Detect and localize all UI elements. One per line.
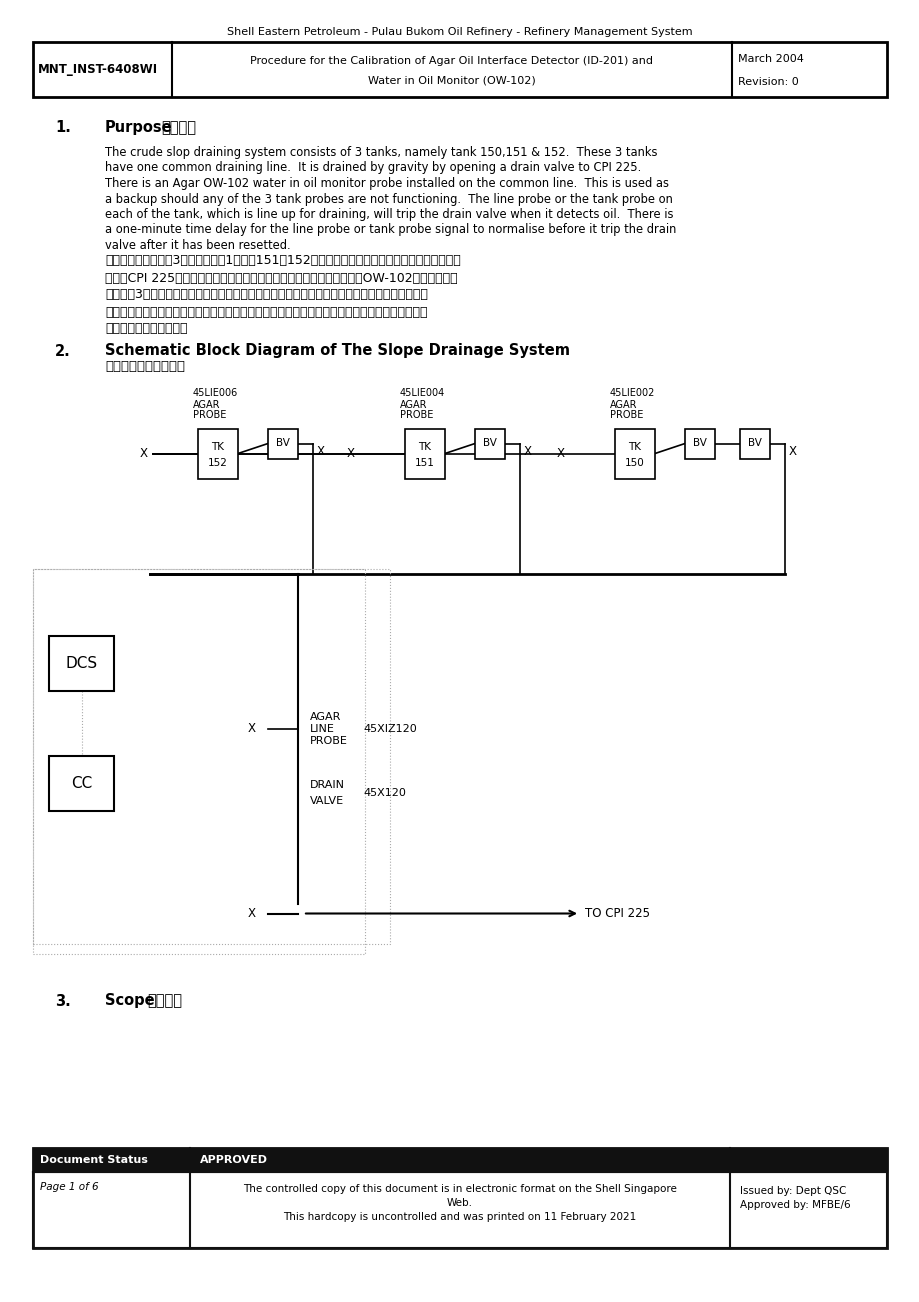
Text: 45XIZ120: 45XIZ120 bbox=[363, 724, 416, 733]
Text: have one common draining line.  It is drained by gravity by opening a drain valv: have one common draining line. It is dra… bbox=[105, 161, 641, 174]
Text: 边坡排水系统示意框图: 边坡排水系统示意框图 bbox=[105, 359, 185, 372]
Text: LINE: LINE bbox=[310, 724, 335, 733]
Text: DCS: DCS bbox=[66, 656, 98, 671]
Text: Water in Oil Monitor (OW-102): Water in Oil Monitor (OW-102) bbox=[368, 76, 535, 86]
Text: TK: TK bbox=[418, 441, 431, 452]
Text: Shell Eastern Petroleum - Pulau Bukom Oil Refinery - Refinery Management System: Shell Eastern Petroleum - Pulau Bukom Oi… bbox=[227, 27, 692, 36]
Text: a backup should any of the 3 tank probes are not functioning.  The line probe or: a backup should any of the 3 tank probes… bbox=[105, 193, 672, 206]
Text: X: X bbox=[140, 447, 148, 460]
Bar bbox=[33, 1148, 886, 1249]
Text: APPROVED: APPROVED bbox=[199, 1155, 267, 1165]
Text: valve after it has been resetted.: valve after it has been resetted. bbox=[105, 240, 290, 253]
Text: CC: CC bbox=[72, 776, 93, 792]
Bar bbox=[33, 569, 365, 953]
Text: Document Status: Document Status bbox=[40, 1155, 148, 1165]
Text: AGAR: AGAR bbox=[609, 400, 637, 410]
Text: Scope: Scope bbox=[105, 993, 154, 1009]
Text: VALVE: VALVE bbox=[310, 797, 344, 806]
Text: AGAR: AGAR bbox=[400, 400, 427, 410]
Text: Purpose: Purpose bbox=[105, 120, 173, 135]
Bar bbox=[474, 428, 505, 458]
Bar bbox=[739, 428, 769, 458]
Bar bbox=[33, 42, 886, 98]
Bar bbox=[33, 1148, 886, 1172]
Text: March 2004: March 2004 bbox=[737, 53, 803, 64]
Text: Schematic Block Diagram of The Slope Drainage System: Schematic Block Diagram of The Slope Dra… bbox=[105, 344, 570, 358]
Text: TK: TK bbox=[628, 441, 641, 452]
Text: This hardcopy is uncontrolled and was printed on 11 February 2021: This hardcopy is uncontrolled and was pr… bbox=[283, 1212, 636, 1223]
Text: 2.: 2. bbox=[55, 344, 71, 358]
Text: There is an Agar OW-102 water in oil monitor probe installed on the common line.: There is an Agar OW-102 water in oil mon… bbox=[105, 177, 668, 190]
Text: BV: BV bbox=[692, 439, 706, 448]
Text: Procedure for the Calibration of Agar Oil Interface Detector (ID-201) and: Procedure for the Calibration of Agar Oi… bbox=[250, 56, 652, 66]
Text: 1.: 1. bbox=[55, 120, 71, 135]
Text: 3.: 3. bbox=[55, 993, 71, 1009]
Bar bbox=[267, 428, 298, 458]
Text: Page 1 of 6: Page 1 of 6 bbox=[40, 1182, 98, 1193]
Text: TK: TK bbox=[211, 441, 224, 452]
Text: each of the tank, which is line up for draining, will trip the drain valve when : each of the tank, which is line up for d… bbox=[105, 208, 673, 221]
Text: 45LIE006: 45LIE006 bbox=[193, 388, 238, 398]
Text: AGAR: AGAR bbox=[193, 400, 221, 410]
Bar bbox=[33, 1172, 886, 1249]
Text: X: X bbox=[789, 445, 796, 458]
Bar bbox=[614, 428, 654, 479]
Text: 头。如果3个油筒探头中的任何一个不起作用，则将其用作备用。每个油筒上的管路探头或油筒探: 头。如果3个油筒探头中的任何一个不起作用，则将其用作备用。每个油筒上的管路探头或… bbox=[105, 289, 427, 302]
Text: 正常化有一分钟的延时。: 正常化有一分钟的延时。 bbox=[105, 323, 187, 336]
Bar bbox=[33, 569, 390, 944]
Text: 原油污水排放系统由3个罐组成，兢1５０、151和152罐。这三个水筱有一个共同的排水管。通过打: 原油污水排放系统由3个罐组成，兢1５０、151和152罐。这三个水筱有一个共同的… bbox=[105, 254, 460, 267]
Bar bbox=[404, 428, 445, 479]
Text: （目的）: （目的） bbox=[161, 120, 196, 135]
Text: 150: 150 bbox=[624, 457, 644, 467]
Text: BV: BV bbox=[747, 439, 761, 448]
Text: X: X bbox=[346, 447, 355, 460]
Text: 152: 152 bbox=[208, 457, 228, 467]
Text: Approved by: MFBE/6: Approved by: MFBE/6 bbox=[739, 1200, 850, 1210]
Bar bbox=[50, 635, 114, 691]
Text: X: X bbox=[248, 723, 255, 736]
Bar bbox=[198, 428, 238, 479]
Text: 151: 151 bbox=[414, 457, 435, 467]
Text: MNT_INST-6408WI: MNT_INST-6408WI bbox=[38, 62, 158, 76]
Text: Issued by: Dept QSC: Issued by: Dept QSC bbox=[739, 1186, 845, 1197]
Text: PROBE: PROBE bbox=[193, 410, 226, 421]
Text: AGAR: AGAR bbox=[310, 711, 341, 721]
Text: 45LIE004: 45LIE004 bbox=[400, 388, 445, 398]
Text: 45X120: 45X120 bbox=[363, 789, 405, 798]
Text: 45LIE002: 45LIE002 bbox=[609, 388, 654, 398]
Text: The controlled copy of this document is in electronic format on the Shell Singap: The controlled copy of this document is … bbox=[243, 1184, 676, 1194]
Text: Web.: Web. bbox=[447, 1198, 472, 1208]
Text: X: X bbox=[317, 445, 324, 458]
Text: The crude slop draining system consists of 3 tanks, namely tank 150,151 & 152.  : The crude slop draining system consists … bbox=[105, 146, 657, 159]
Text: Revision: 0: Revision: 0 bbox=[737, 77, 798, 87]
Bar bbox=[685, 428, 714, 458]
Text: a one-minute time delay for the line probe or tank probe signal to normalise bef: a one-minute time delay for the line pro… bbox=[105, 224, 675, 237]
Text: PROBE: PROBE bbox=[400, 410, 433, 421]
Text: BV: BV bbox=[276, 439, 289, 448]
Text: 开通向CPI 225的排水阀在重力作用下排放。公共管线上安装有一个琼脂OW-102油包水监测探: 开通向CPI 225的排水阀在重力作用下排放。公共管线上安装有一个琼脂OW-10… bbox=[105, 272, 457, 285]
Text: X: X bbox=[556, 447, 564, 460]
Text: PROBE: PROBE bbox=[609, 410, 642, 421]
Text: TO CPI 225: TO CPI 225 bbox=[584, 907, 650, 921]
Text: 头（排油时）将在检测到机油时使排放阀跳闸。管线探头或储罐探头信号在复位后使排水阀跳闸前: 头（排油时）将在检测到机油时使排放阀跳闸。管线探头或储罐探头信号在复位后使排水阀… bbox=[105, 306, 427, 319]
Text: X: X bbox=[524, 445, 531, 458]
Text: X: X bbox=[248, 907, 255, 921]
Text: （范围）: （范围） bbox=[147, 993, 182, 1009]
Text: BV: BV bbox=[482, 439, 496, 448]
Bar bbox=[50, 756, 114, 811]
Text: DRAIN: DRAIN bbox=[310, 780, 345, 790]
Text: PROBE: PROBE bbox=[310, 736, 347, 746]
